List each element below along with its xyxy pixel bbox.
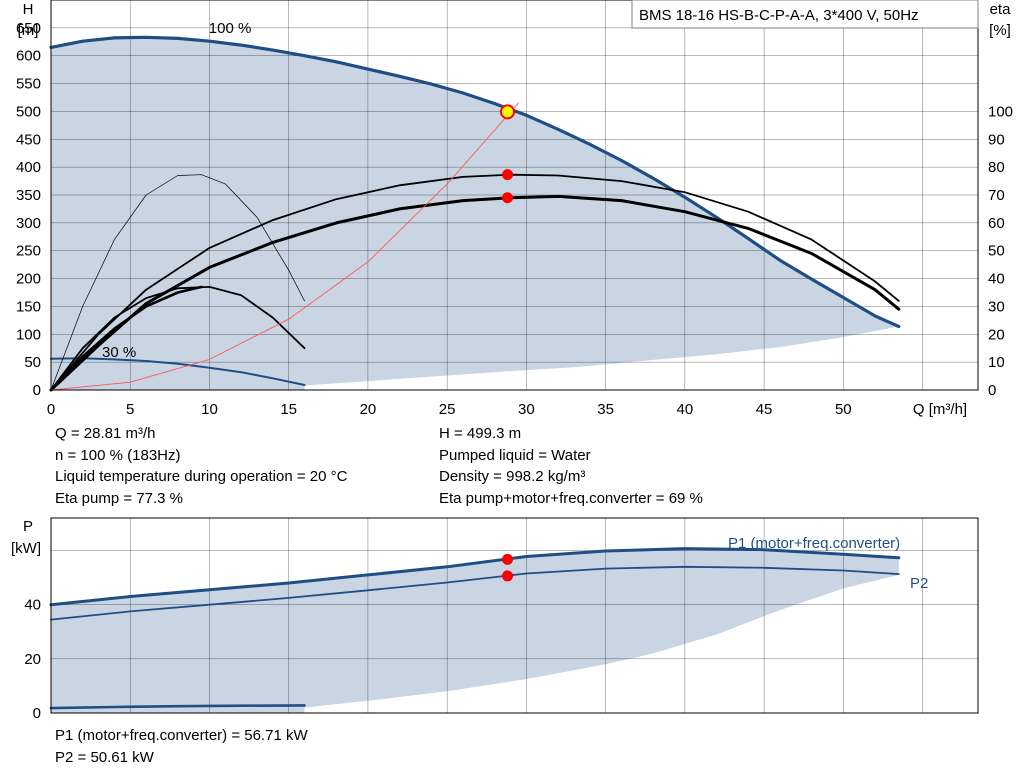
speed-annotation-0: 100 %	[209, 20, 252, 37]
x-tick-label: 0	[47, 401, 55, 418]
y-tick-label: 200	[16, 271, 41, 288]
info-head: H = 499.3 m	[439, 425, 522, 442]
speed-annotation-1: 30 %	[102, 344, 136, 361]
info-p1: P1 (motor+freq.converter) = 56.71 kW	[55, 727, 308, 744]
x-tick-label: 15	[280, 401, 297, 418]
y-tick-label: 600	[16, 48, 41, 65]
y2-tick-label: 20	[988, 326, 1005, 343]
x-tick-label: 40	[677, 401, 694, 418]
bottom-operating-area	[51, 548, 899, 713]
y2-tick-label: 80	[988, 159, 1005, 176]
y-axis-label: H	[23, 1, 34, 18]
y2-axis-label: eta	[990, 1, 1012, 18]
info-density: Density = 998.2 kg/m³	[439, 468, 586, 485]
info-pumped-liquid: Pumped liquid = Water	[439, 446, 591, 464]
legend-p2: P2	[910, 575, 928, 592]
x-tick-label: 25	[439, 401, 456, 418]
bottom-plot-frame	[50, 517, 979, 714]
x-tick-label: 35	[597, 401, 614, 418]
y-tick-label: 650	[16, 20, 41, 37]
y2-tick-label: 70	[988, 187, 1005, 204]
p-tick-label: 0	[33, 705, 41, 722]
info-speed: n = 100 % (183Hz)	[55, 446, 181, 464]
info-p2: P2 = 50.61 kW	[55, 748, 154, 766]
top-plot-frame	[50, 0, 979, 391]
y2-tick-label: 50	[988, 243, 1005, 260]
curve-p30	[49, 704, 306, 710]
y-axis-unit: [m]	[18, 22, 39, 39]
y-tick-label: 300	[16, 215, 41, 232]
info-eta-total: Eta pump+motor+freq.converter = 69 %	[439, 489, 703, 507]
title-box	[631, 0, 979, 29]
y-tick-label: 400	[16, 159, 41, 176]
curve-p2	[50, 565, 900, 621]
x-tick-label: 10	[201, 401, 218, 418]
y2-axis-unit: [%]	[989, 22, 1011, 39]
y-tick-label: 550	[16, 76, 41, 93]
y-tick-label: 250	[16, 243, 41, 260]
y2-tick-label: 90	[988, 131, 1005, 148]
y-tick-label: 0	[33, 382, 41, 399]
y-tick-label: 500	[16, 103, 41, 120]
y-tick-label: 450	[16, 131, 41, 148]
y2-tick-label: 10	[988, 354, 1005, 371]
p-tick-label: 40	[24, 597, 41, 614]
p-axis-label: P	[23, 518, 33, 535]
y2-tick-label: 30	[988, 298, 1005, 315]
curve-eta-total	[49, 194, 901, 392]
info-bottom: P1 (motor+freq.converter) = 56.71 kW P2 …	[55, 725, 308, 768]
chart-title: BMS 18-16 HS-B-C-P-A-A, 3*400 V, 50Hz	[639, 7, 919, 24]
y-tick-label: 350	[16, 187, 41, 204]
x-axis-label: Q [m³/h]	[913, 401, 967, 418]
curve-h-100	[49, 35, 901, 329]
power-marker-0	[502, 553, 514, 565]
curve-h-30	[50, 357, 306, 386]
info-left: Q = 28.81 m³/h n = 100 % (183Hz) Liquid …	[55, 423, 347, 509]
curve-eta-30-thin	[50, 174, 305, 391]
info-eta-pump: Eta pump = 77.3 %	[55, 489, 183, 507]
curve-eta-pump	[50, 173, 900, 391]
x-tick-label: 30	[518, 401, 535, 418]
p-tick-label: 20	[24, 651, 41, 668]
duty-point-marker	[500, 104, 516, 120]
y2-tick-label: 60	[988, 215, 1005, 232]
y2-tick-label: 0	[988, 382, 996, 399]
x-tick-label: 5	[126, 401, 134, 418]
info-right: H = 499.3 m Pumped liquid = Water Densit…	[439, 423, 703, 509]
curve-eta-30-total	[49, 285, 203, 392]
curve-p1	[49, 547, 901, 607]
y-tick-label: 100	[16, 326, 41, 343]
curve-eta-30-pump	[50, 286, 306, 391]
info-liquid-temperature: Liquid temperature during operation = 20…	[55, 468, 348, 485]
x-tick-label: 45	[756, 401, 773, 418]
power-marker-1	[502, 570, 514, 582]
x-tick-label: 50	[835, 401, 852, 418]
legend-p1: P1 (motor+freq.converter)	[728, 535, 900, 552]
curve-system-curve	[50, 102, 519, 391]
x-tick-label: 20	[360, 401, 377, 418]
y2-tick-label: 40	[988, 271, 1005, 288]
info-flow: Q = 28.81 m³/h	[55, 425, 156, 442]
efficiency-marker-1	[502, 169, 514, 181]
y2-tick-label: 100	[988, 103, 1013, 120]
efficiency-marker-2	[502, 192, 514, 204]
y-tick-label: 50	[24, 354, 41, 371]
y-tick-label: 150	[16, 298, 41, 315]
top-operating-area	[51, 37, 899, 391]
p-axis-unit: [kW]	[11, 540, 41, 557]
